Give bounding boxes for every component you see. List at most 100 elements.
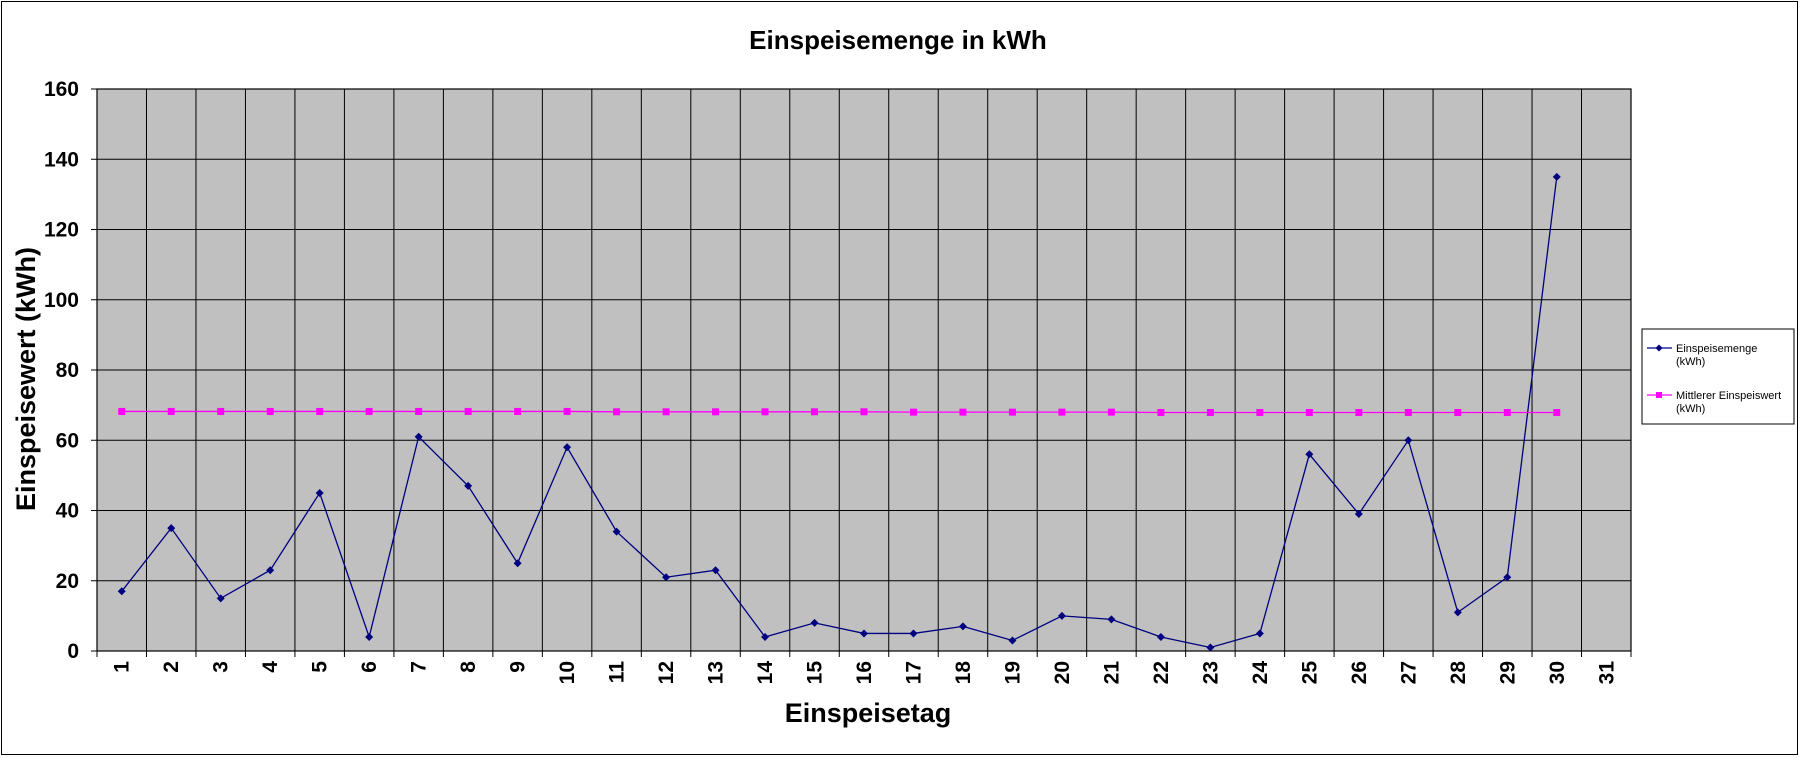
x-tick-label: 12 [655,661,678,684]
series-2 [118,407,1561,417]
x-tick-label: 18 [952,661,975,685]
legend: Einspeisemenge(kWh) Mittlerer Einspeiswer… [1641,328,1795,425]
data-point [1206,643,1215,652]
x-tick-label: 27 [1397,661,1420,684]
data-point [513,559,522,568]
x-tick-label: 8 [457,661,480,673]
x-tick-label: 20 [1051,661,1074,684]
data-point [167,524,176,533]
x-tick-label: 2 [160,661,183,673]
data-point [167,407,175,415]
x-tick-label: 22 [1150,661,1173,684]
data-point [514,407,522,415]
data-point [1503,409,1511,417]
data-point [464,481,473,490]
data-point [959,408,967,416]
legend-marker [1655,344,1663,352]
x-tick-label: 25 [1298,661,1321,685]
x-tick-label: 14 [754,661,777,685]
data-point [217,407,225,415]
series-line [121,410,1557,414]
x-axis-title: Einspeisetag [785,698,952,728]
x-tick-label: 19 [1001,661,1024,684]
data-point [958,622,967,631]
data-point [909,408,917,416]
data-point [1206,409,1214,417]
data-point [909,629,918,638]
data-point [365,407,373,415]
data-point [1256,409,1264,417]
data-point [761,632,770,641]
x-tick-label: 6 [358,661,381,673]
data-point [216,594,225,603]
x-tick-label: 30 [1546,661,1569,684]
data-point [761,408,769,416]
data-point [860,408,868,416]
x-tick-label: 31 [1595,661,1618,685]
data-point [315,488,324,497]
y-tick-label: 60 [56,429,79,452]
data-point [1305,450,1314,459]
data-point [1355,409,1363,417]
series-1 [117,172,1561,652]
data-point [563,443,572,452]
x-tick-label: 3 [210,661,233,673]
x-tick-label: 9 [507,661,530,673]
data-point [1404,409,1412,417]
y-axis-ticks: 0 20 40 60 80 100 120 140 160 [44,78,97,663]
data-point [1453,608,1462,617]
data-point [1305,409,1313,417]
y-tick-label: 0 [67,640,79,663]
data-point [1503,573,1512,582]
data-point [415,407,423,415]
legend-label: (kWh) [1676,356,1705,368]
x-tick-label: 23 [1199,661,1222,684]
legend-item: Mittlerer Einspeiswert(kWh) [1647,390,1781,415]
x-tick-label: 24 [1249,661,1272,685]
x-tick-label: 21 [1100,661,1123,685]
x-tick-label: 28 [1447,661,1470,685]
data-point [365,632,374,641]
series-line [121,176,1558,649]
y-tick-label: 100 [44,289,79,312]
data-point [266,566,275,575]
y-tick-label: 140 [44,148,79,171]
x-tick-label: 29 [1496,661,1519,684]
data-point [1107,408,1115,416]
data-point [266,407,274,415]
chart-title: Einspeisemenge in kWh [749,25,1047,55]
data-point [1404,436,1413,445]
data-point [117,587,126,596]
data-point [1057,611,1066,620]
x-tick-label: 17 [902,661,925,684]
x-tick-label: 1 [111,661,134,673]
data-point [316,407,324,415]
data-point [811,408,819,416]
data-point [1552,172,1561,181]
y-tick-label: 40 [56,500,79,523]
data-point [1156,632,1165,641]
data-point [662,573,671,582]
y-tick-label: 160 [44,78,79,101]
legend-item: Einspeisemenge(kWh) [1647,343,1757,368]
legend-marker [1656,392,1662,398]
data-point [1008,636,1017,645]
x-tick-label: 10 [556,661,579,684]
x-tick-label: 11 [606,661,629,684]
x-tick-label: 4 [259,661,282,673]
data-point [118,407,126,415]
x-tick-label: 5 [309,661,332,673]
legend-label: (kWh) [1676,403,1705,415]
x-tick-label: 7 [408,661,431,673]
data-point [612,527,621,536]
data-point [563,407,571,415]
data-point [860,629,868,638]
x-axis-ticks: 1 2 3 4 5 6 7 8 9 10 11 12 13 14 15 16 17 18 19 20 21 22 23 24 2… [96,651,1632,685]
x-tick-label: 26 [1348,661,1371,684]
x-tick-label: 13 [705,661,728,684]
y-tick-label: 120 [44,219,79,242]
data-point [613,408,621,416]
data-point [1107,615,1116,624]
data-point [464,407,472,415]
